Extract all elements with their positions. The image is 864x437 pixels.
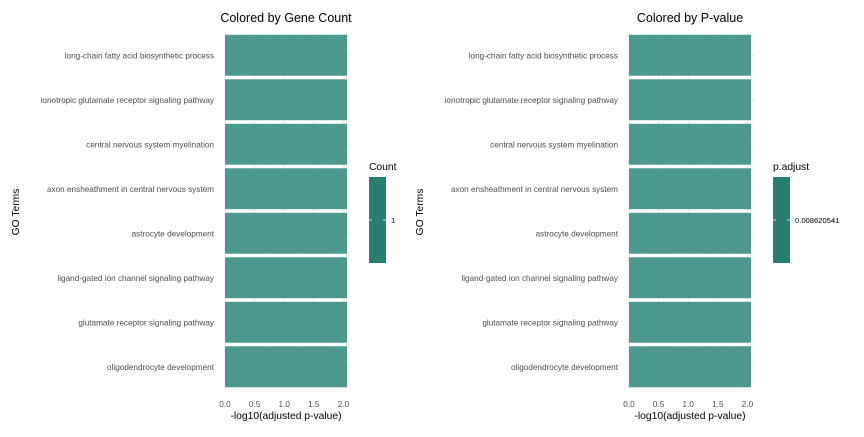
x-tick-labels: 0.0 0.5 1.0 1.5 2.0 [623, 400, 753, 409]
category-label: ionotropic glutamate receptor signaling … [445, 96, 619, 105]
panel-p-value: Colored by P-value long-chain fatty acid… [415, 11, 839, 422]
bar [629, 123, 751, 165]
bar [225, 123, 347, 165]
bar [629, 168, 751, 210]
category-label: oligodendrocyte development [511, 363, 619, 372]
x-axis-title: -log10(adjusted p-value) [634, 411, 745, 422]
bar [629, 346, 751, 388]
legend-colorbar [773, 177, 790, 263]
x-tick-label: 1.5 [712, 400, 724, 409]
legend-label: 1 [391, 216, 395, 225]
legend-title: Count [369, 162, 397, 173]
category-label: oligodendrocyte development [107, 363, 215, 372]
x-tick-label: 1.0 [279, 400, 291, 409]
category-label: long-chain fatty acid biosynthetic proce… [469, 51, 618, 60]
y-axis-title: GO Terms [11, 189, 22, 236]
legend: p.adjust 0.008620541 [773, 162, 839, 263]
panel-gene-count: Colored by Gene Count long-chain fatty a… [11, 11, 397, 422]
x-tick-label: 0.0 [219, 400, 231, 409]
category-labels: long-chain fatty acid biosynthetic proce… [445, 51, 619, 372]
category-label: ligand-gated ion channel signaling pathw… [57, 274, 214, 283]
x-axis-title: -log10(adjusted p-value) [230, 411, 341, 422]
legend-title: p.adjust [773, 162, 809, 173]
category-label: ligand-gated ion channel signaling pathw… [461, 274, 618, 283]
category-label: central nervous system myelination [490, 140, 618, 149]
x-tick-labels: 0.0 0.5 1.0 1.5 2.0 [219, 400, 349, 409]
category-labels: long-chain fatty acid biosynthetic proce… [41, 51, 215, 372]
category-label: astrocyte development [132, 229, 215, 238]
y-axis-title: GO Terms [415, 189, 426, 236]
x-tick-label: 1.5 [308, 400, 320, 409]
bar [225, 346, 347, 388]
x-tick-label: 0.5 [249, 400, 261, 409]
category-label: axon ensheathment in central nervous sys… [451, 185, 618, 194]
bar [629, 79, 751, 121]
legend: Count 1 [369, 162, 397, 263]
x-tick-label: 2.0 [338, 400, 350, 409]
legend-label: 0.008620541 [795, 216, 839, 225]
bar [629, 34, 751, 76]
bars [225, 34, 347, 388]
bar [225, 212, 347, 254]
category-label: astrocyte development [536, 229, 619, 238]
chart-title: Colored by Gene Count [220, 11, 352, 25]
bar [225, 168, 347, 210]
category-label: central nervous system myelination [86, 140, 214, 149]
bar [629, 301, 751, 343]
category-label: glutamate receptor signaling pathway [482, 318, 619, 327]
x-tick-label: 1.0 [683, 400, 695, 409]
chart-title: Colored by P-value [637, 11, 743, 25]
bar [225, 79, 347, 121]
bar [225, 257, 347, 299]
legend-colorbar [369, 177, 386, 263]
x-tick-label: 0.0 [623, 400, 635, 409]
category-label: glutamate receptor signaling pathway [78, 318, 215, 327]
category-label: axon ensheathment in central nervous sys… [47, 185, 214, 194]
bars [629, 34, 751, 388]
x-tick-label: 2.0 [742, 400, 754, 409]
bar [629, 257, 751, 299]
category-label: long-chain fatty acid biosynthetic proce… [65, 51, 214, 60]
bar [225, 34, 347, 76]
bar [225, 301, 347, 343]
x-tick-label: 0.5 [653, 400, 665, 409]
category-label: ionotropic glutamate receptor signaling … [41, 96, 215, 105]
bar [629, 212, 751, 254]
